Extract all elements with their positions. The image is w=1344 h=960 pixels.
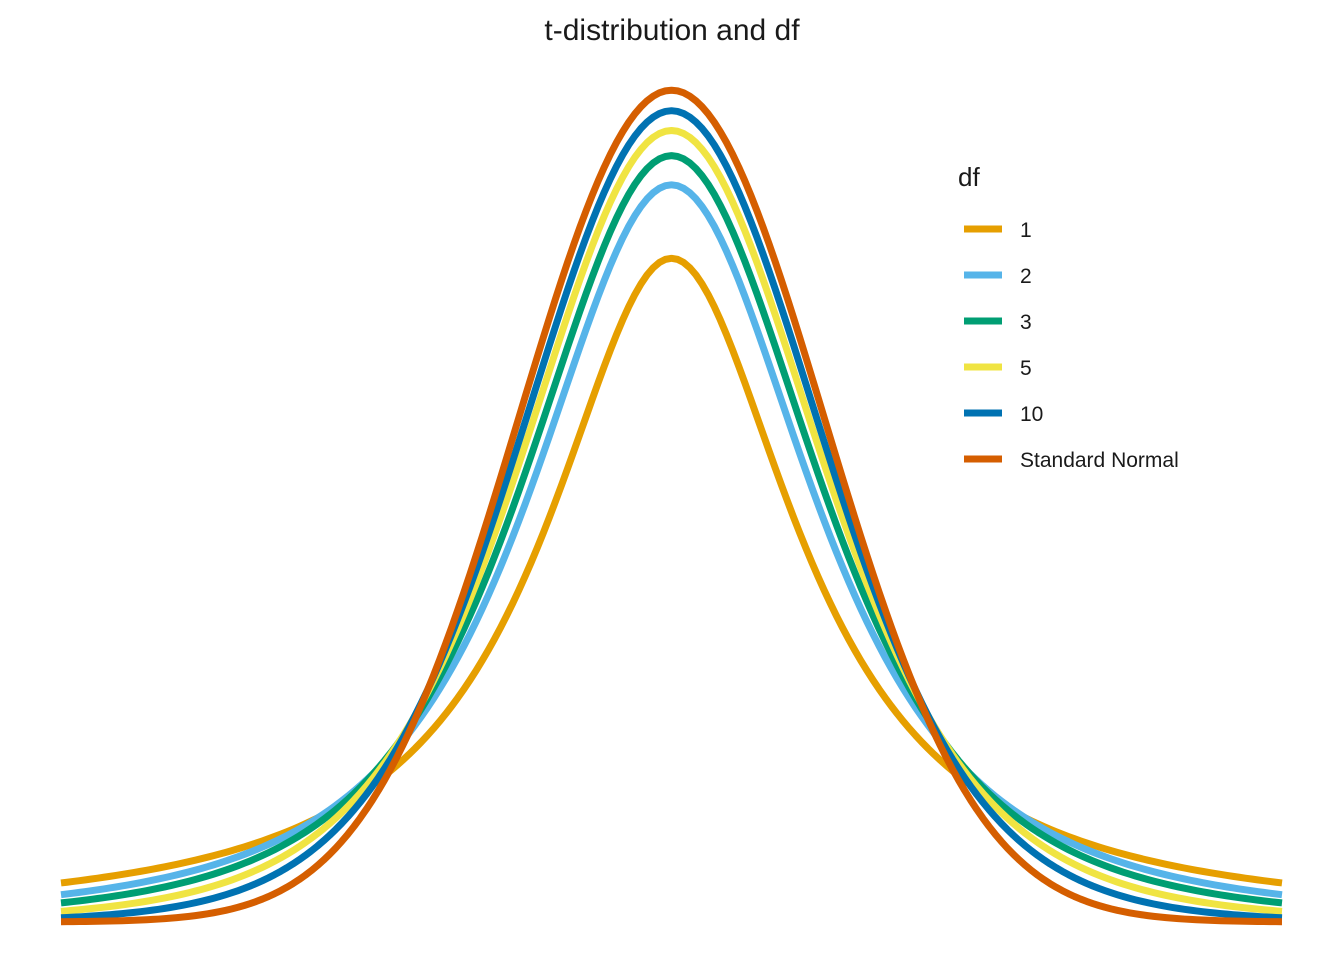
legend-title: df [958,162,980,192]
legend-label-2: 2 [1020,265,1032,288]
series-line-standard-normal [60,86,1283,926]
legend-item-5: 5 [964,357,1032,380]
series-line-5 [60,127,1283,915]
legend-item-2: 2 [964,265,1032,288]
legend-label-10: 10 [1020,403,1043,426]
series-line-3 [60,152,1283,907]
legend: df 1 2 3 5 10 Standard Normal [958,162,1179,472]
series-line-1 [60,254,1283,887]
series-layer [60,86,1283,926]
legend-item-3: 3 [964,311,1032,334]
legend-item-10: 10 [964,403,1043,426]
legend-items: 1 2 3 5 10 Standard Normal [964,219,1179,472]
legend-label-3: 3 [1020,311,1032,334]
legend-label-5: 5 [1020,357,1032,380]
series-line-10 [60,107,1283,922]
legend-item-1: 1 [964,219,1032,242]
legend-item-standard-normal: Standard Normal [964,449,1179,472]
series-line-2 [60,181,1283,899]
legend-label-1: 1 [1020,219,1032,242]
legend-label-standard-normal: Standard Normal [1020,449,1179,472]
chart-title: t-distribution and df [544,14,800,47]
